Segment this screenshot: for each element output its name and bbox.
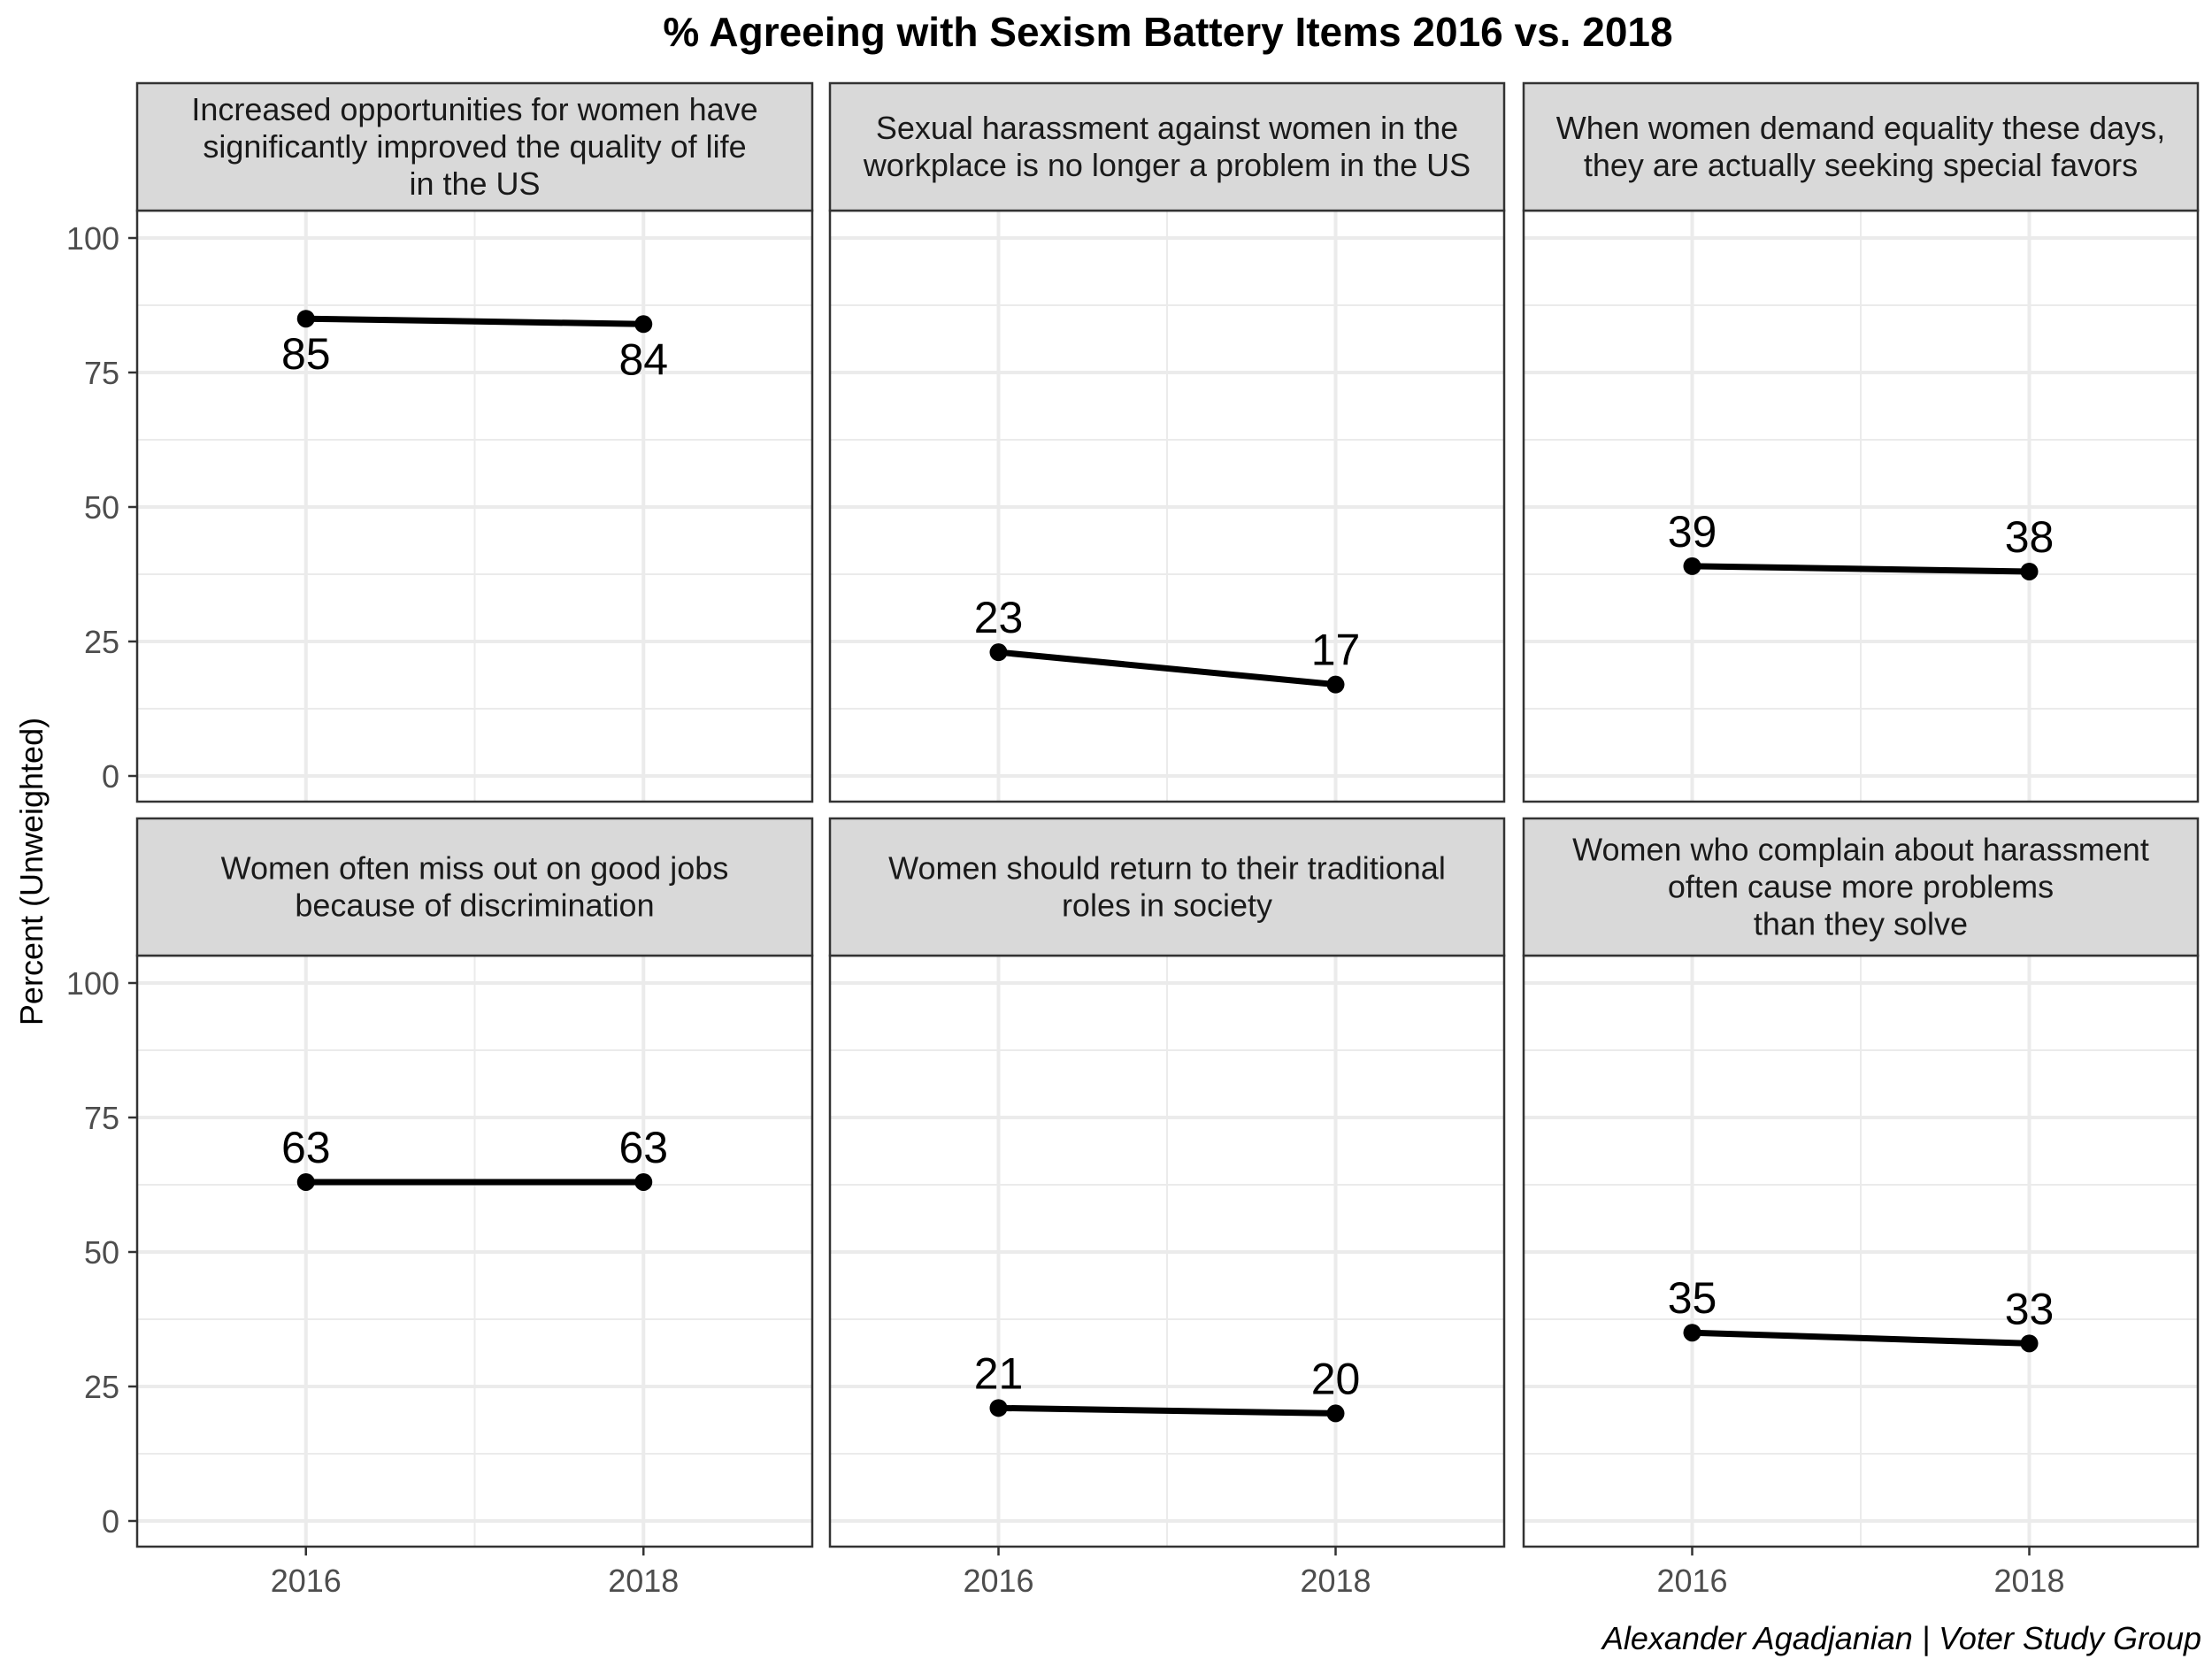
data-point <box>1683 1324 1701 1342</box>
y-tick-label: 0 <box>102 758 119 795</box>
strip-label-line: often cause more problems <box>1668 869 2054 905</box>
y-tick-label: 50 <box>84 489 119 526</box>
data-label: 17 <box>1311 626 1361 675</box>
panel-2: Sexual harassment against women in thewo… <box>828 81 1506 803</box>
x-tick-label: 2018 <box>1993 1563 2064 1599</box>
data-label: 39 <box>1668 507 1717 557</box>
x-tick-label: 2016 <box>963 1563 1033 1599</box>
data-label: 20 <box>1311 1354 1361 1403</box>
strip-label-line: significantly improved the quality of li… <box>203 128 746 165</box>
series-line <box>1692 563 2030 575</box>
data-label: 33 <box>2005 1284 2055 1333</box>
data-point <box>296 1172 315 1191</box>
x-tick-label: 2018 <box>608 1563 679 1599</box>
data-label: 85 <box>281 329 331 379</box>
strip-background <box>828 81 1506 212</box>
strip-label-line: Women often miss out on good jobs <box>221 850 729 887</box>
chart-title: % Agreeing with Sexism Battery Items 201… <box>663 9 1672 55</box>
strip-label-line: than they solve <box>1754 906 1968 942</box>
strip-background <box>828 817 1506 957</box>
data-point <box>989 1399 1008 1417</box>
strip-label-line: workplace is no longer a problem in the … <box>863 147 1471 183</box>
caption: Alexander Agadjanian | Voter Study Group <box>1601 1620 2201 1656</box>
data-point <box>296 310 315 328</box>
panel-1: Increased opportunities for women havesi… <box>66 81 814 803</box>
x-tick-label: 2018 <box>1300 1563 1371 1599</box>
data-point <box>2020 562 2039 580</box>
y-tick-label: 25 <box>84 624 119 660</box>
y-tick-label: 100 <box>66 220 119 257</box>
strip-label-line: Women should return to their traditional <box>888 850 1446 887</box>
strip-label-line: they are actually seeking special favors <box>1584 147 2138 183</box>
y-tick-label: 50 <box>84 1234 119 1271</box>
series-line <box>1692 1329 2030 1347</box>
strip-label-line: because of discrimination <box>295 887 654 924</box>
y-tick-label: 75 <box>84 355 119 391</box>
strip-background <box>135 817 814 957</box>
strip-label-line: in the US <box>409 165 540 202</box>
strip-label-line: Women who complain about harassment <box>1572 832 2149 868</box>
data-label: 21 <box>974 1348 1024 1398</box>
strip-background <box>135 81 814 212</box>
data-point <box>634 1172 653 1191</box>
y-tick-label: 75 <box>84 1100 119 1136</box>
strip-label-line: Increased opportunities for women have <box>191 91 757 127</box>
data-label: 35 <box>1668 1273 1717 1323</box>
strip-background <box>1522 817 2200 957</box>
series-line <box>998 649 1336 688</box>
data-point <box>989 643 1008 662</box>
data-point <box>1326 1404 1345 1423</box>
series-line <box>305 315 644 327</box>
panel-6: Women who complain about harassmentoften… <box>1522 817 2200 1599</box>
y-tick-label: 0 <box>102 1503 119 1540</box>
panel-4: Women often miss out on good jobsbecause… <box>66 817 814 1599</box>
strip-label-line: roles in society <box>1062 887 1272 924</box>
panels: Increased opportunities for women havesi… <box>66 81 2200 1599</box>
data-point <box>2020 1334 2039 1353</box>
series-line <box>998 1404 1336 1417</box>
strip-label-line: When women demand equality these days, <box>1556 110 2165 146</box>
panel-5: Women should return to their traditional… <box>828 817 1506 1599</box>
x-tick-label: 2016 <box>1656 1563 1727 1599</box>
y-axis-title: Percent (Unweighted) <box>13 718 50 1025</box>
data-label: 23 <box>974 593 1024 642</box>
data-label: 63 <box>281 1123 331 1172</box>
data-point <box>634 315 653 334</box>
y-tick-label: 25 <box>84 1369 119 1405</box>
strip-label-line: Sexual harassment against women in the <box>876 110 1458 146</box>
data-point <box>1326 675 1345 694</box>
data-point <box>1683 557 1701 575</box>
data-label: 38 <box>2005 512 2055 562</box>
y-tick-label: 100 <box>66 965 119 1002</box>
panel-3: When women demand equality these days,th… <box>1522 81 2200 803</box>
data-label: 84 <box>618 334 668 384</box>
x-tick-label: 2016 <box>271 1563 342 1599</box>
strip-background <box>1522 81 2200 212</box>
data-label: 63 <box>618 1123 668 1172</box>
